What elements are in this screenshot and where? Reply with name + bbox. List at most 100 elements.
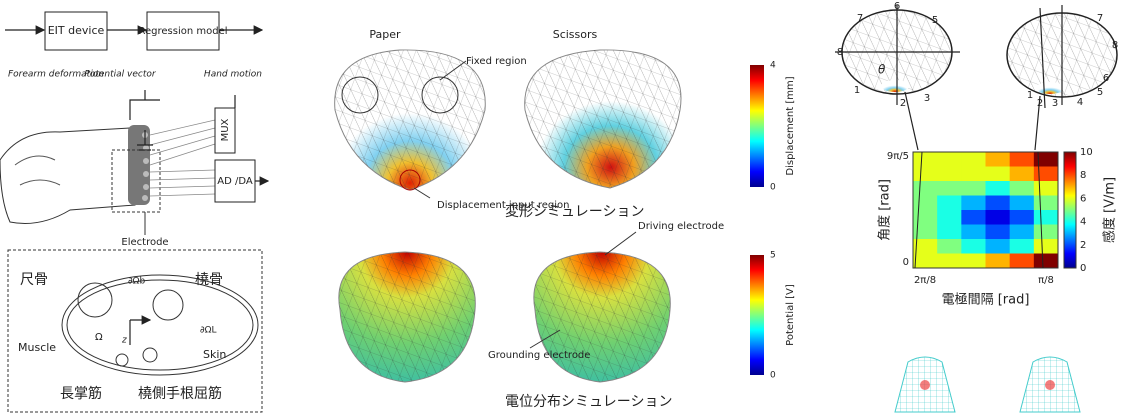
heatmap-cell <box>1034 254 1059 269</box>
electrode-number: 7 <box>857 13 863 24</box>
bone <box>153 290 183 320</box>
mux-label: MUX <box>220 118 231 141</box>
heatmap-cell <box>937 225 962 240</box>
hardware: MUX AD /DA Electrode <box>0 90 268 248</box>
heatmap-cell <box>1034 196 1059 211</box>
electrode-number: 2 <box>1037 98 1043 109</box>
colorbar-tick-label: 0 <box>770 371 776 381</box>
pipeline: EIT device Regression model Forearm defo… <box>5 12 262 80</box>
mesh <box>335 50 486 190</box>
heatmap-cell <box>1010 167 1035 182</box>
hand <box>0 128 135 224</box>
colorbar-tick-label: 4 <box>770 61 776 71</box>
annotation: Driving electrode <box>638 221 724 232</box>
heatmap-cell <box>913 181 938 196</box>
colorbar-tick-label: 4 <box>1080 217 1086 228</box>
annotation: Grounding electrode <box>488 350 590 361</box>
page: {"pipeline": {"blocks": ["EIT device", "… <box>0 0 1126 417</box>
colorbar <box>750 255 764 375</box>
label: Ω <box>95 332 103 343</box>
heatmap-cell <box>937 152 962 167</box>
heatmap-cell <box>986 152 1011 167</box>
heatmap-cell <box>1034 225 1059 240</box>
heatmap-cell <box>961 254 986 269</box>
label: ∂Ωb <box>128 277 146 287</box>
electrode-number: 8 <box>837 47 843 58</box>
column-title: Scissors <box>553 28 598 41</box>
electrode-number: 3 <box>1052 98 1058 109</box>
heatmap-cell <box>1034 181 1059 196</box>
colorbar-tick-label: 10 <box>1080 147 1093 158</box>
heatmap-cell <box>1010 196 1035 211</box>
label: 長掌筋 <box>60 385 102 402</box>
heatmap-cell <box>937 210 962 225</box>
heatmap-cell <box>913 196 938 211</box>
x-tick-label: π/8 <box>1038 275 1054 286</box>
heatmap-cell <box>937 196 962 211</box>
signal-label: Potential vector <box>84 70 156 80</box>
label: z <box>121 336 127 346</box>
label: Muscle <box>18 341 56 354</box>
caption: 変形シミュレーション <box>505 203 644 220</box>
caption: 電位分布シミュレーション <box>505 394 672 410</box>
hotspot <box>1045 380 1055 390</box>
heatmap-cell <box>1034 152 1059 167</box>
mesh <box>525 50 681 188</box>
leader <box>414 188 430 198</box>
electrode-number: 4 <box>1077 97 1083 108</box>
mesh <box>534 252 670 382</box>
label: 尺骨 <box>20 272 48 288</box>
colorbar-tick-label: 0 <box>770 183 776 193</box>
heatmap-cell <box>986 181 1011 196</box>
heatmap-cell <box>913 210 938 225</box>
heatmap-cell <box>986 196 1011 211</box>
heatmap-cell <box>961 239 986 254</box>
hotspot <box>1036 82 1064 94</box>
electrode-number: 2 <box>900 98 906 109</box>
heatmap-cell <box>937 181 962 196</box>
electrode-number: 6 <box>1103 73 1109 84</box>
heatmap-cell <box>986 239 1011 254</box>
heatmap-cell <box>1034 167 1059 182</box>
signal-label: Hand motion <box>204 70 262 80</box>
heatmap-cell <box>986 210 1011 225</box>
heatmap-cell <box>961 167 986 182</box>
colorbar-label: Displacement [mm] <box>785 76 796 175</box>
colorbar <box>1064 152 1076 268</box>
block-label: Regression model <box>138 26 227 37</box>
hotspot <box>881 80 909 92</box>
colorbar-tick-label: 8 <box>1080 170 1086 181</box>
electrode-label: Electrode <box>121 237 168 248</box>
heatmap-cell <box>913 254 938 269</box>
figure: EIT device Regression model Forearm defo… <box>0 0 1126 417</box>
heatmap-cell <box>961 210 986 225</box>
simulation: Paper Scissors Fixed region Displacement… <box>335 28 796 410</box>
heatmap-cell <box>1010 181 1035 196</box>
heatmap-cell <box>1010 152 1035 167</box>
heatmap-cell <box>961 181 986 196</box>
axis-arrow <box>130 320 150 345</box>
heatmap-cell <box>961 152 986 167</box>
label: 橈骨 <box>195 272 223 288</box>
heatmap-cell <box>1010 239 1035 254</box>
electrode-number: 1 <box>1027 90 1033 101</box>
electrode-number: 6 <box>894 1 900 12</box>
heatmap-cell <box>986 225 1011 240</box>
x-axis-label: 電極間隔 [rad] <box>942 292 1030 308</box>
tendon <box>116 354 128 366</box>
heatmap-cell <box>913 152 938 167</box>
colorbar-tick-label: 6 <box>1080 193 1086 204</box>
mesh <box>339 252 475 382</box>
label: Skin <box>203 348 226 361</box>
y-axis-label: 角度 [rad] <box>877 179 893 241</box>
electrode-number: 5 <box>1097 87 1103 98</box>
colorbar-tick-label: 5 <box>770 251 776 261</box>
angle-symbol: θ <box>878 63 886 77</box>
heatmap-cell <box>913 167 938 182</box>
electrode-number: 7 <box>1097 13 1103 24</box>
y-tick-label: 9π/5 <box>887 151 909 162</box>
label: ∂ΩL <box>200 326 217 336</box>
x-tick-label: 2π/8 <box>914 275 936 286</box>
colorbar <box>750 65 764 187</box>
hotspot <box>920 380 930 390</box>
